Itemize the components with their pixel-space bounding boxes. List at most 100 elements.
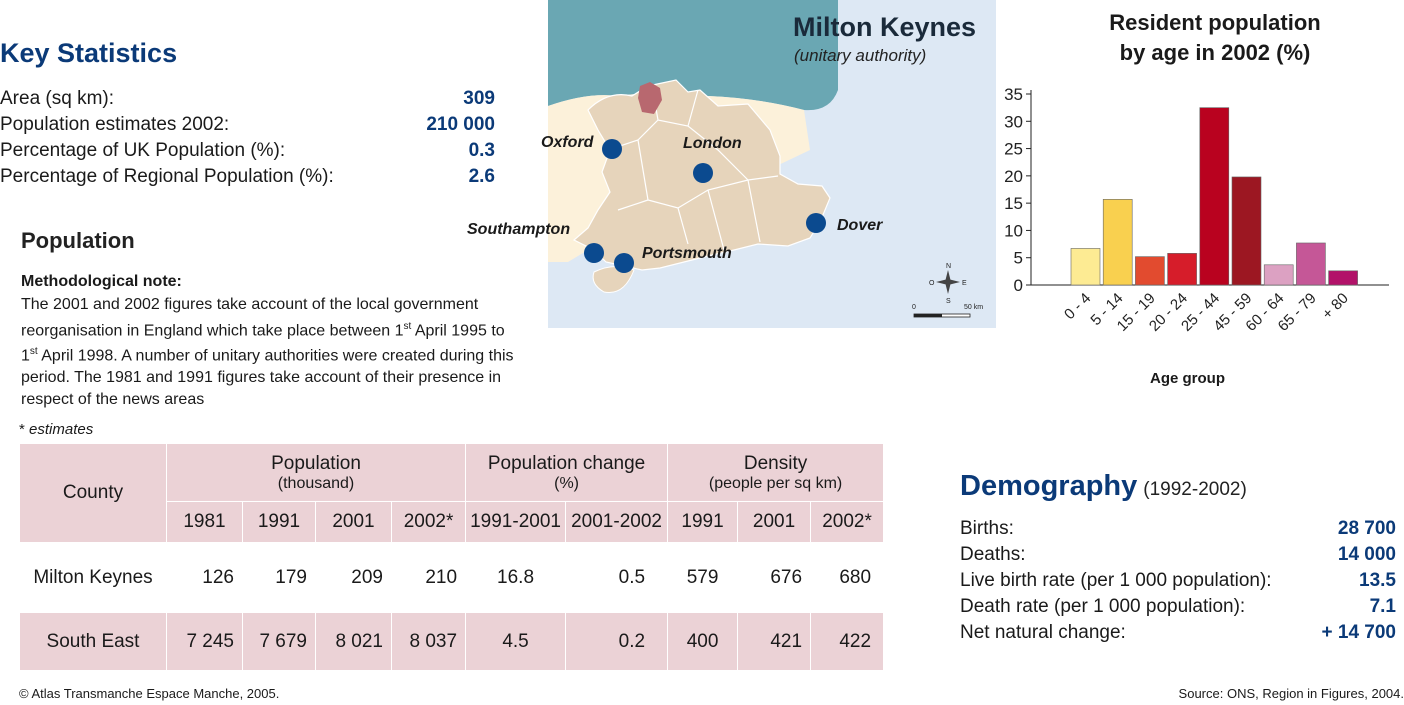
scale-end-label: 50 km xyxy=(964,304,983,311)
stat-label: Area (sq km): xyxy=(0,88,115,109)
copyright-note: © Atlas Transmanche Espace Manche, 2005. xyxy=(19,686,280,701)
stat-row-population: Population estimates 2002: 210 000 xyxy=(0,114,495,140)
county-cell: South East xyxy=(19,612,167,671)
table-cell: 126 xyxy=(166,542,243,613)
compass-rose: N S E O xyxy=(929,263,967,305)
city-marker-dover xyxy=(806,213,826,233)
city-label-oxford: Oxford xyxy=(541,134,594,151)
y-tick-label: 20 xyxy=(1004,167,1023,186)
map-title: Milton Keynes xyxy=(793,12,977,42)
city-marker-london xyxy=(693,163,713,183)
bar-0-4 xyxy=(1070,248,1101,286)
scale-bar: 0 50 km xyxy=(912,304,983,318)
county-cell: Milton Keynes xyxy=(19,542,167,613)
y-tick-label: 0 xyxy=(1014,276,1023,295)
stat-row-uk-percent: Percentage of UK Population (%): 0.3 xyxy=(0,140,495,166)
y-tick-label: 10 xyxy=(1004,221,1023,240)
demography-value: + 14 700 xyxy=(1321,622,1397,643)
scale-start-label: 0 xyxy=(912,304,916,311)
demography-heading: Demography (1992-2002) xyxy=(960,470,1247,503)
column-header: 2001 xyxy=(315,501,392,543)
bar-15-19 xyxy=(1135,256,1165,286)
column-header: 2001-2002 xyxy=(565,501,669,543)
estimates-note: * estimates xyxy=(19,421,94,438)
population-change-group-header: Population change (%) xyxy=(465,443,669,502)
column-header: 1981 xyxy=(166,501,243,543)
table-cell: 4.5 xyxy=(465,612,567,671)
bar-5-14 xyxy=(1102,199,1133,286)
bar-25-44 xyxy=(1199,107,1230,286)
demography-label: Deaths: xyxy=(960,544,1026,565)
bar-60-64 xyxy=(1263,264,1294,286)
demography-row-death-rate: Death rate (per 1 000 population): 7.1 xyxy=(960,596,1396,622)
column-header: 2002* xyxy=(810,501,885,543)
y-tick-label: 15 xyxy=(1004,194,1023,213)
milton-keynes-highlight xyxy=(638,82,662,114)
demography-row-births: Births: 28 700 xyxy=(960,518,1396,544)
county-header: County xyxy=(19,443,167,543)
table-cell: 7 679 xyxy=(242,612,316,671)
y-tick-label: 5 xyxy=(1014,249,1023,268)
table-cell: 400 xyxy=(667,612,739,671)
demography-value: 7.1 xyxy=(1369,596,1396,617)
demography-row-deaths: Deaths: 14 000 xyxy=(960,544,1396,570)
stat-row-regional-percent: Percentage of Regional Population (%): 2… xyxy=(0,166,495,192)
key-statistics-title: Key Statistics xyxy=(0,38,178,68)
population-title: Population xyxy=(21,228,135,253)
county-borders xyxy=(607,85,779,251)
stat-value: 210 000 xyxy=(426,114,495,135)
table-cell: 210 xyxy=(390,542,467,613)
region-map: N S E O 0 50 km xyxy=(548,0,996,328)
stat-label: Population estimates 2002: xyxy=(0,114,230,135)
table-cell: 8 037 xyxy=(390,612,467,671)
demography-value: 28 700 xyxy=(1337,518,1396,539)
city-marker-portsmouth xyxy=(614,253,634,273)
table-cell: 680 xyxy=(810,542,885,613)
stat-label: Percentage of Regional Population (%): xyxy=(0,166,334,187)
table-cell: 676 xyxy=(737,542,812,613)
table-cell: 179 xyxy=(242,542,316,613)
column-header: 2001 xyxy=(737,501,812,543)
y-tick-label: 35 xyxy=(1004,85,1023,104)
demography-value: 13.5 xyxy=(1359,570,1396,591)
stat-value: 309 xyxy=(463,88,495,109)
city-label-london: London xyxy=(683,135,742,152)
population-group-header: Population (thousand) xyxy=(165,443,467,502)
north-sea-area xyxy=(548,0,838,111)
column-header: 1991 xyxy=(667,501,739,543)
city-label-southampton: Southampton xyxy=(467,221,571,238)
table-cell: 7 245 xyxy=(166,612,243,671)
y-tick-label: 30 xyxy=(1004,112,1023,131)
stat-row-area: Area (sq km): 309 xyxy=(0,88,495,114)
bar-65-79 xyxy=(1296,242,1326,286)
bar-45-59 xyxy=(1231,176,1262,286)
density-group-header: Density (people per sq km) xyxy=(667,443,885,502)
table-cell: 0.5 xyxy=(565,542,669,613)
methodological-note-body: The 2001 and 2002 figures take account o… xyxy=(21,296,514,408)
column-header: 2002* xyxy=(390,501,467,543)
demography-label: Live birth rate (per 1 000 population): xyxy=(960,570,1272,591)
map-subtitle: (unitary authority) xyxy=(794,46,927,65)
table-cell: 421 xyxy=(737,612,812,671)
source-note: Source: ONS, Region in Figures, 2004. xyxy=(1178,686,1404,701)
table-cell: 8 021 xyxy=(315,612,392,671)
demography-title: Demography xyxy=(960,470,1138,502)
table-cell: 0.2 xyxy=(565,612,669,671)
table-cell: 209 xyxy=(315,542,392,613)
city-marker-oxford xyxy=(602,139,622,159)
table-row: South East 7 245 7 679 8 021 8 037 4.5 0… xyxy=(19,612,885,671)
svg-text:S: S xyxy=(946,298,951,305)
table-cell: 422 xyxy=(810,612,885,671)
svg-text:N: N xyxy=(946,263,951,270)
demography-row-net-change: Net natural change: + 14 700 xyxy=(960,622,1396,648)
stat-value: 2.6 xyxy=(468,166,495,187)
demography-label: Births: xyxy=(960,518,1014,539)
demography-label: Death rate (per 1 000 population): xyxy=(960,596,1246,617)
demography-range: (1992-2002) xyxy=(1143,479,1247,500)
table-cell: 16.8 xyxy=(465,542,567,613)
bar-20-24 xyxy=(1167,253,1197,286)
table-cell: 579 xyxy=(667,542,739,613)
population-table: County Population (thousand) Population c… xyxy=(19,443,885,671)
stat-label: Percentage of UK Population (%): xyxy=(0,140,286,161)
